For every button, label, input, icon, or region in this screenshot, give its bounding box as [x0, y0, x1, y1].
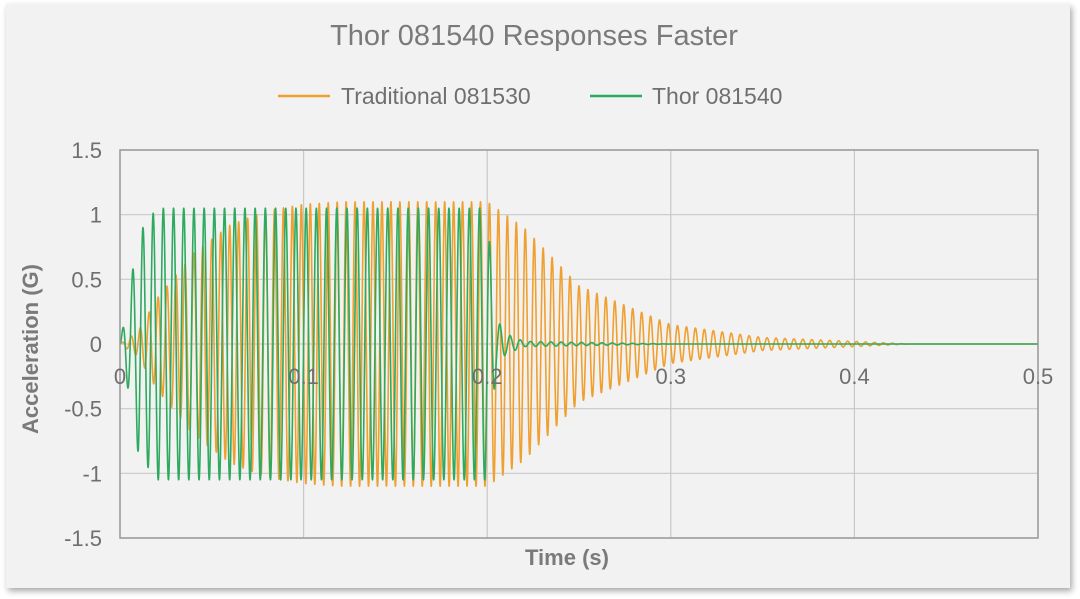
series-line-thor [119, 207, 1039, 481]
x-tick-label: 0.4 [839, 364, 870, 389]
y-tick-label: -1 [82, 461, 102, 486]
series-group [119, 200, 1039, 488]
y-tick-label: 1.5 [71, 138, 102, 163]
y-tick-labels: 1.5 1 0.5 0 -0.5 -1 -1.5 [64, 138, 102, 551]
chart: Thor 081540 Responses Faster Traditional… [18, 20, 1053, 570]
y-tick-label: 0 [90, 332, 102, 357]
x-tick-label: 0.5 [1023, 364, 1054, 389]
legend-label: Thor 081540 [652, 83, 782, 109]
y-tick-label: -0.5 [64, 397, 102, 422]
x-tick-labels: 0 0.1 0.2 0.3 0.4 0.5 [114, 364, 1053, 389]
x-tick-label: 0.1 [288, 364, 319, 389]
y-tick-label: -1.5 [64, 526, 102, 551]
y-axis-title: Acceleration (G) [18, 264, 43, 434]
x-axis-title: Time (s) [525, 545, 609, 570]
chart-frame: Thor 081540 Responses Faster Traditional… [6, 4, 1070, 588]
y-tick-label: 1 [90, 203, 102, 228]
legend-label: Traditional 081530 [341, 83, 531, 109]
plot-border [119, 149, 1039, 539]
chart-title: Thor 081540 Responses Faster [330, 20, 738, 52]
legend: Traditional 081530 Thor 081540 [278, 83, 782, 109]
x-tick-label: 0.2 [472, 364, 503, 389]
x-tick-label: 0 [114, 364, 126, 389]
y-tick-label: 0.5 [71, 267, 102, 292]
x-tick-label: 0.3 [656, 364, 687, 389]
